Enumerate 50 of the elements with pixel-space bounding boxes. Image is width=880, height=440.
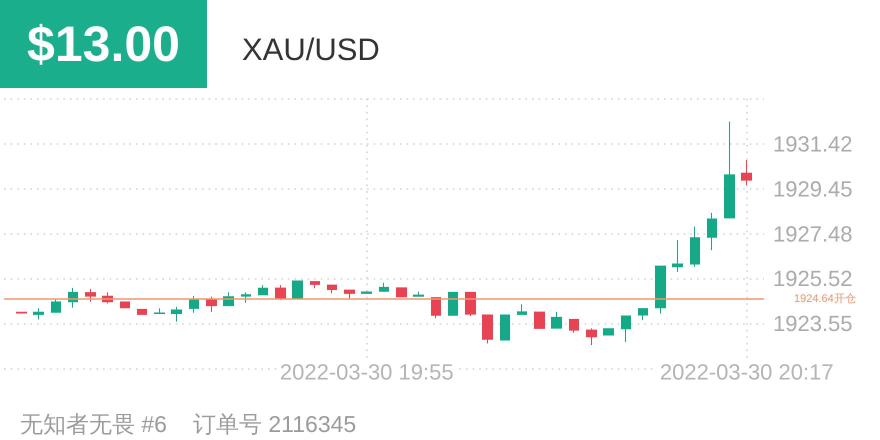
candlestick [569, 318, 579, 334]
candlestick [85, 288, 96, 302]
candlestick [603, 328, 614, 336]
candlestick [361, 290, 372, 294]
y-tick-label: 1931.42 [773, 131, 853, 156]
candlestick [621, 315, 631, 342]
y-tick-label: 1929.45 [773, 176, 853, 202]
y-tick-label: 1925.52 [773, 266, 853, 292]
ref-line-label: 1924.64开仓 [794, 292, 856, 305]
candlestick [500, 314, 510, 340]
candlestick [258, 284, 268, 296]
candlestick [482, 314, 493, 344]
candlestick [534, 312, 545, 329]
candlestick [137, 308, 147, 315]
amount-badge: $13.00 [0, 0, 207, 88]
candlestick [638, 308, 648, 321]
candlestick [586, 328, 597, 346]
candlestick [551, 311, 562, 329]
candlestick [517, 304, 527, 315]
candlestick [379, 282, 389, 292]
x-tick-label: 2022-03-30 20:17 [660, 359, 834, 384]
candlestick [465, 292, 476, 316]
text: 无知者无畏 #6 [20, 410, 167, 439]
x-tick-label: 2022-03-30 19:55 [280, 359, 454, 384]
candlestick [724, 121, 735, 218]
candlestick [327, 284, 337, 294]
candlestick [33, 308, 44, 320]
candlestick [741, 159, 752, 186]
candlestick [275, 284, 286, 300]
candlestick [292, 280, 303, 299]
candlestick [154, 308, 165, 314]
candlestick [448, 292, 458, 316]
candlestick [171, 306, 182, 322]
y-tick-label: 1927.48 [773, 221, 853, 246]
text: 订单号 2116345 [192, 410, 356, 439]
candlestick [51, 298, 61, 313]
candlestick [241, 292, 251, 304]
candlestick [310, 281, 320, 289]
candlestick [707, 212, 717, 251]
candlestick [344, 290, 355, 299]
candlestick [396, 287, 407, 298]
candlestick [189, 296, 199, 314]
y-tick-label: 1923.55 [773, 311, 853, 336]
chart-title: XAU/USD [242, 32, 380, 67]
candlestick [413, 291, 424, 297]
candlestick [120, 301, 130, 309]
candlestick [690, 226, 700, 268]
candlestick [16, 311, 27, 314]
candlestick [655, 266, 666, 314]
candlestick [672, 240, 683, 272]
